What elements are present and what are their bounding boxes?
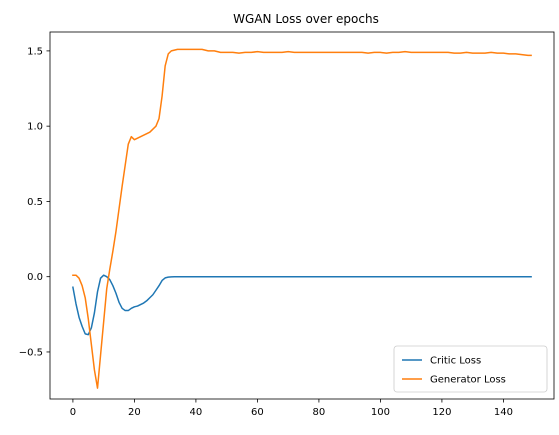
y-tick-label: 0.0: [27, 272, 43, 283]
legend: Critic Loss Generator Loss: [393, 345, 548, 393]
x-tick-label: 80: [313, 407, 326, 418]
legend-label: Generator Loss: [430, 375, 506, 386]
y-tick-label: 0.5: [27, 197, 43, 208]
series-line-critic-loss: [72, 274, 532, 336]
x-axis-ticks: 0 20 40 60 80 100 120 140: [70, 399, 513, 418]
y-tick-label: 1.5: [27, 46, 43, 57]
legend-label: Critic Loss: [430, 356, 481, 367]
y-tick-label: −0.5: [19, 347, 43, 358]
x-tick-label: 140: [494, 407, 513, 418]
series-layer: [72, 48, 532, 389]
chart-title: WGAN Loss over epochs: [233, 12, 379, 26]
x-tick-label: 60: [251, 407, 264, 418]
x-tick-label: 40: [190, 407, 203, 418]
x-tick-label: 0: [70, 407, 76, 418]
legend-box: [393, 345, 548, 393]
series-line-generator-loss: [72, 48, 532, 389]
y-axis-ticks: −0.5 0.0 0.5 1.0 1.5: [19, 46, 50, 358]
y-tick-label: 1.0: [27, 122, 43, 133]
x-tick-label: 120: [432, 407, 451, 418]
plot-frame: [49, 31, 555, 400]
x-tick-label: 100: [371, 407, 390, 418]
x-tick-label: 20: [128, 407, 141, 418]
